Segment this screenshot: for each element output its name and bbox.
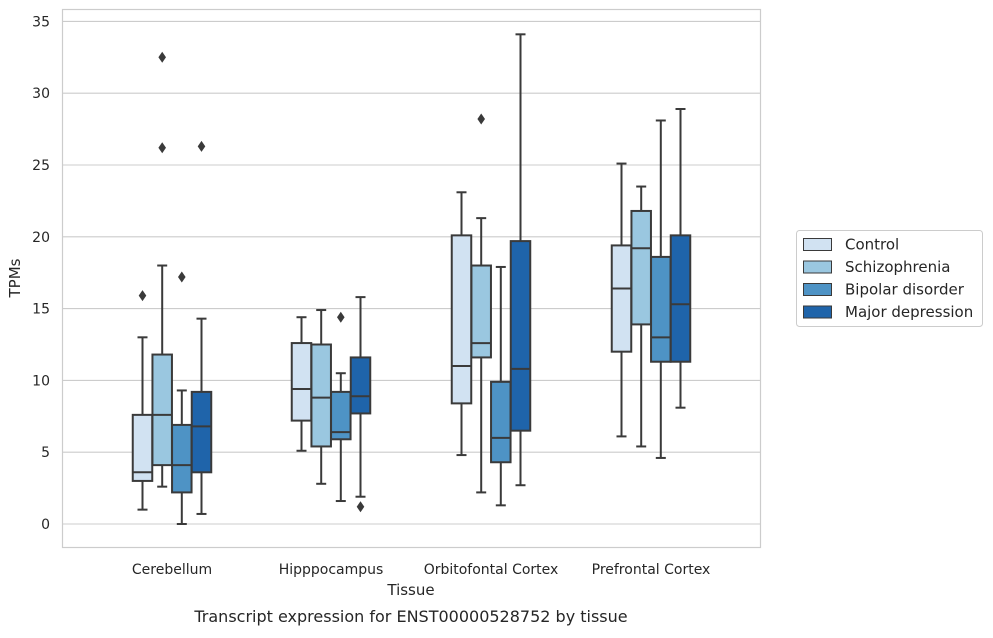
box-0-0 <box>131 290 154 511</box>
box-body <box>610 244 633 353</box>
box-3-0 <box>190 140 213 515</box>
outlier-point <box>178 271 186 283</box>
box-0-1 <box>290 316 313 452</box>
legend-swatch <box>803 260 832 274</box>
y-tick-label: 25 <box>32 158 50 174</box>
x-tick-label: Cerebellum <box>132 562 212 578</box>
legend-frame <box>796 230 983 327</box>
legend-items: Control Schizophrenia Bipolar disorder Majo… <box>803 236 973 321</box>
outlier-point <box>197 140 206 152</box>
y-axis-title: TPMs <box>6 258 24 298</box>
y-tick-label: 15 <box>32 302 50 318</box>
box-2-1 <box>330 311 352 503</box>
outlier-point <box>337 311 345 323</box>
box-body <box>290 342 313 422</box>
legend-swatch <box>803 238 832 251</box>
box-body <box>630 209 652 326</box>
legend-label: Bipolar disorder <box>845 281 965 299</box>
box-body <box>509 240 532 432</box>
box-body <box>131 413 154 482</box>
box-body <box>349 356 372 415</box>
box-1-2 <box>470 113 492 494</box>
box-2-3 <box>650 119 672 459</box>
x-tick-label: Orbitofontal Cortex <box>424 562 559 578</box>
box-body <box>190 390 213 474</box>
outlier-point <box>158 51 166 63</box>
legend-swatch <box>803 305 832 319</box>
legend-label: Major depression <box>845 303 973 321</box>
x-tick-label: Hipppocampus <box>279 562 384 578</box>
y-tick-label: 35 <box>32 14 50 30</box>
box-3-3 <box>669 107 692 409</box>
box-body <box>330 390 352 441</box>
legend-label: Schizophrenia <box>845 258 950 276</box>
y-tick-label: 5 <box>41 445 50 461</box>
box-1-0 <box>151 51 173 488</box>
box-body <box>310 343 332 448</box>
legend-swatch <box>803 283 832 296</box>
box-3-2 <box>509 33 532 487</box>
chart-caption: Transcript expression for ENST0000052875… <box>193 607 627 626</box>
outlier-point <box>158 142 166 154</box>
box-body <box>151 353 173 467</box>
box-body <box>470 264 492 359</box>
legend-label: Control <box>845 236 899 254</box>
outlier-point <box>356 501 365 513</box>
y-axis-ticks: 0 5 10 15 20 25 30 35 <box>32 14 50 533</box>
box-3-1 <box>349 296 372 513</box>
outlier-point <box>138 290 147 302</box>
box-body <box>669 234 692 363</box>
y-tick-label: 20 <box>32 230 50 246</box>
plot-frame <box>61 8 762 549</box>
x-axis-ticks: Cerebellum Hipppocampus Orbitofontal Corte… <box>132 562 710 578</box>
boxes <box>131 33 692 525</box>
box-body <box>650 255 672 363</box>
box-2-2 <box>490 265 512 507</box>
box-1-3 <box>630 185 652 448</box>
legend: Control Schizophrenia Bipolar disorder Majo… <box>796 230 983 327</box>
box-body <box>490 380 512 464</box>
box-body <box>171 423 193 494</box>
y-tick-label: 0 <box>41 517 50 533</box>
outlier-point <box>477 113 485 125</box>
y-tick-label: 30 <box>32 86 50 102</box>
x-axis-title: Tissue <box>386 581 434 599</box>
y-tick-label: 10 <box>32 373 50 389</box>
x-tick-label: Prefrontal Cortex <box>592 562 711 578</box>
box-body <box>450 234 473 405</box>
